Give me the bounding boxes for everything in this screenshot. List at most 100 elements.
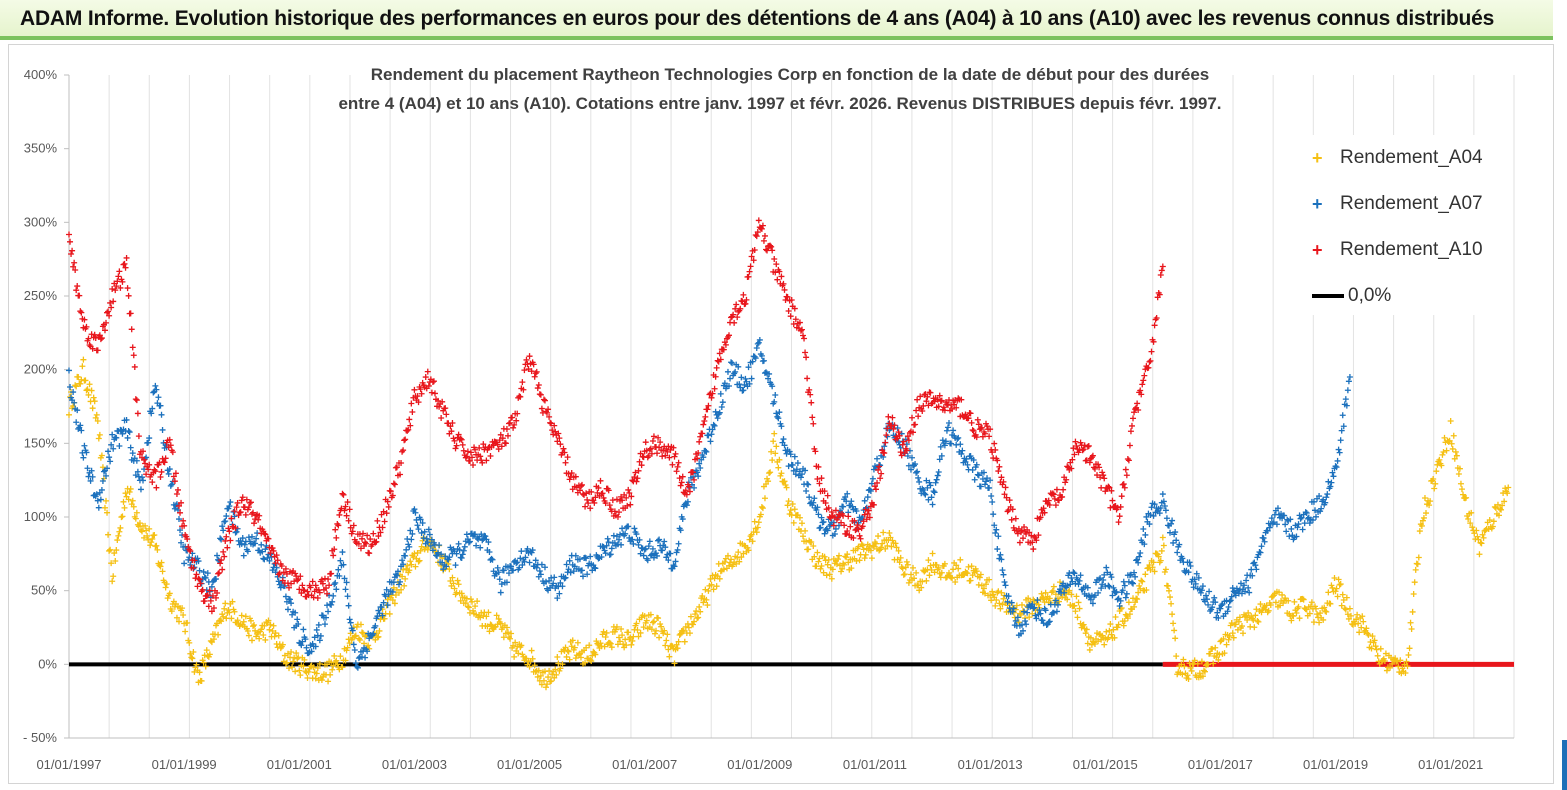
data-point-a04 [1382,650,1389,657]
data-point-a10 [587,505,594,512]
data-point-a04 [267,621,274,628]
data-point-a07 [622,530,629,537]
data-point-a10 [468,454,475,461]
data-point-a10 [1004,508,1011,515]
data-point-a07 [1316,493,1323,500]
data-point-a07 [1328,479,1335,486]
data-point-a07 [778,423,785,430]
data-point-a10 [632,469,639,476]
data-point-a07 [647,552,654,559]
data-point-a04 [217,617,224,624]
y-tick-label: 300% [24,214,58,229]
data-point-a10 [875,466,882,473]
data-point-a04 [818,563,825,570]
data-point-a04 [1196,670,1203,677]
data-point-a10 [328,570,335,577]
data-point-a04 [800,533,807,540]
data-point-a07 [419,519,426,526]
data-point-a07 [1032,612,1039,619]
data-point-a04 [989,588,996,595]
data-point-a10 [697,433,704,440]
data-point-a04 [252,627,259,634]
data-point-a07 [653,550,660,557]
data-point-a04 [897,554,904,561]
data-point-a04 [251,622,258,629]
data-point-a07 [288,600,295,607]
data-point-a04 [1334,593,1341,600]
data-point-a10 [931,398,938,405]
data-point-a04 [85,391,92,398]
data-point-a07 [696,460,703,467]
data-point-a10 [1117,503,1124,510]
data-point-a04 [981,590,988,597]
data-point-a10 [85,335,92,342]
legend-line-zero [1312,294,1344,298]
data-point-a04 [687,613,694,620]
data-point-a07 [1140,526,1147,533]
data-point-a04 [313,670,320,677]
data-point-a10 [711,385,718,392]
data-point-a07 [576,556,583,563]
data-point-a10 [769,247,776,254]
data-point-a04 [600,628,607,635]
data-point-a10 [791,305,798,312]
legend-label-a07: Rendement_A07 [1340,193,1483,214]
data-point-a10 [109,286,116,293]
data-point-a04 [271,633,278,640]
data-point-a04 [615,634,622,641]
data-point-a10 [1114,504,1121,511]
data-point-a10 [237,509,244,516]
data-point-a07 [1186,559,1193,566]
data-point-a07 [1039,617,1046,624]
data-point-a07 [684,498,691,505]
data-point-a04 [876,547,883,554]
data-point-a04 [733,560,740,567]
data-point-a04 [77,380,84,387]
data-point-a04 [543,684,550,691]
data-point-a07 [277,584,284,591]
data-point-a04 [975,581,982,588]
data-point-a04 [126,488,133,495]
data-point-a07 [562,574,569,581]
data-point-a04 [574,639,581,646]
data-point-a04 [512,639,519,646]
data-point-a10 [299,582,306,589]
data-point-a04 [562,644,569,651]
data-point-a07 [418,529,425,536]
data-point-a10 [1095,461,1102,468]
data-point-a07 [239,535,246,542]
data-point-a10 [540,396,547,403]
data-point-a10 [705,402,712,409]
data-point-a07 [557,579,564,586]
data-point-a04 [526,663,533,670]
data-point-a10 [261,530,268,537]
data-point-a07 [1346,374,1353,381]
data-point-a04 [94,417,101,424]
data-point-a10 [859,523,866,530]
data-point-a10 [1105,483,1112,490]
data-point-a07 [88,467,95,474]
data-point-a10 [694,455,701,462]
data-point-a04 [98,452,105,459]
data-point-a10 [618,493,625,500]
data-point-a04 [220,613,227,620]
data-point-a07 [351,646,358,653]
data-point-a07 [1206,588,1213,595]
data-point-a04 [805,546,812,553]
data-point-a07 [738,374,745,381]
data-point-a07 [132,472,139,479]
data-point-a10 [143,471,150,478]
data-point-a04 [201,652,208,659]
data-point-a07 [1116,603,1123,610]
data-point-a07 [661,538,668,545]
data-point-a04 [1346,605,1353,612]
data-point-a07 [168,481,175,488]
data-point-a07 [1127,571,1134,578]
data-point-a07 [340,561,347,568]
data-point-a07 [223,513,230,520]
data-point-a07 [630,540,637,547]
data-point-a10 [556,435,563,442]
data-point-a10 [921,391,928,398]
data-point-a04 [1068,591,1075,598]
data-point-a04 [1250,617,1257,624]
